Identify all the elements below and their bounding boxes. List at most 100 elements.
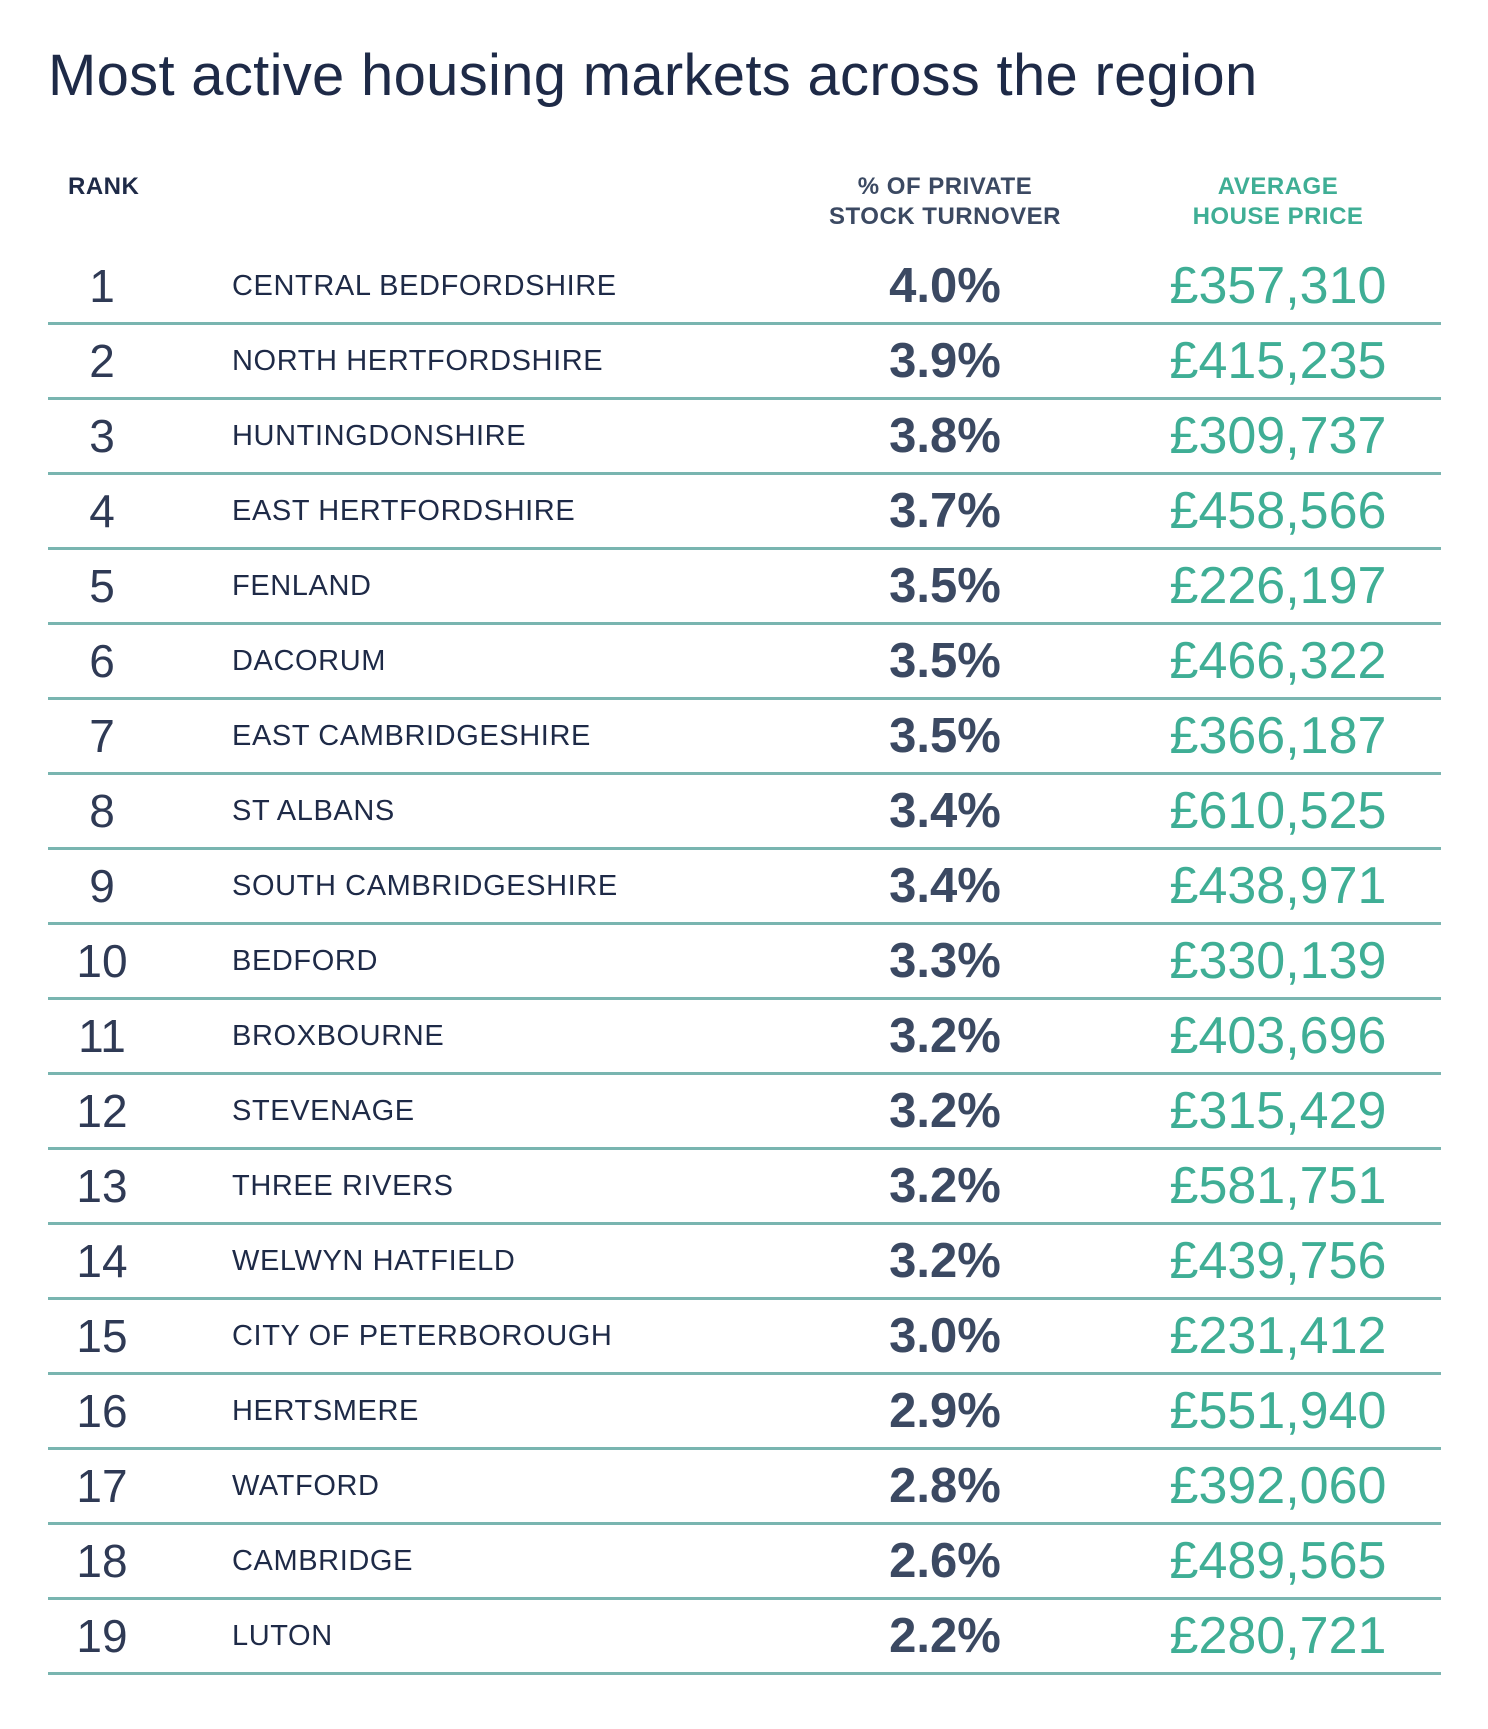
district-name-cell: CENTRAL BEDFORDSHIRE <box>232 270 617 302</box>
district-name-cell: BROXBOURNE <box>232 1020 445 1052</box>
turnover-cell: 2.8% <box>889 1459 1001 1513</box>
rank-cell: 2 <box>89 335 115 387</box>
district-name-cell: THREE RIVERS <box>232 1170 454 1202</box>
price-header-line-2: HOUSE PRICE <box>1192 203 1364 230</box>
table-row: 16 HERTSMERE 2.9% £551,940 <box>48 1375 1441 1450</box>
rank-cell: 1 <box>89 260 115 312</box>
table-row: 14 WELWYN HATFIELD 3.2% £439,756 <box>48 1225 1441 1300</box>
house-price-cell: £466,322 <box>1169 632 1387 690</box>
rank-cell: 19 <box>76 1610 128 1662</box>
rank-cell: 5 <box>89 560 115 612</box>
district-name-cell: CITY OF PETERBOROUGH <box>232 1320 613 1352</box>
rank-cell: 12 <box>76 1085 128 1137</box>
house-price-cell: £315,429 <box>1169 1082 1387 1140</box>
district-name-cell: WATFORD <box>232 1470 380 1502</box>
turnover-cell: 2.2% <box>889 1609 1001 1663</box>
district-name-cell: STEVENAGE <box>232 1095 415 1127</box>
turnover-cell: 2.9% <box>889 1384 1001 1438</box>
rank-cell: 7 <box>89 710 115 762</box>
turnover-cell: 3.2% <box>889 1159 1001 1213</box>
district-name-cell: LUTON <box>232 1620 333 1652</box>
table-row: 5 FENLAND 3.5% £226,197 <box>48 550 1441 625</box>
rank-cell: 9 <box>89 860 115 912</box>
rank-column-header: RANK <box>68 173 140 200</box>
housing-markets-table: 1 CENTRAL BEDFORDSHIRE 4.0% £357,310 2 NORTH … <box>48 250 1441 1675</box>
district-name-cell: BEDFORD <box>232 945 378 977</box>
house-price-cell: £438,971 <box>1169 857 1387 915</box>
table-row: 17 WATFORD 2.8% £392,060 <box>48 1450 1441 1525</box>
district-name-cell: HUNTINGDONSHIRE <box>232 420 527 452</box>
turnover-cell: 3.7% <box>889 484 1001 538</box>
table-row: 19 LUTON 2.2% £280,721 <box>48 1600 1441 1675</box>
district-name-cell: NORTH HERTFORDSHIRE <box>232 345 604 377</box>
house-price-cell: £366,187 <box>1169 707 1387 765</box>
house-price-cell: £392,060 <box>1169 1457 1387 1515</box>
house-price-cell: £551,940 <box>1169 1382 1387 1440</box>
turnover-cell: 3.8% <box>889 409 1001 463</box>
turnover-header-line-2: STOCK TURNOVER <box>829 203 1061 230</box>
page-title: Most active housing markets across the r… <box>48 43 1258 108</box>
table-row: 1 CENTRAL BEDFORDSHIRE 4.0% £357,310 <box>48 250 1441 325</box>
rank-cell: 17 <box>76 1460 128 1512</box>
district-name-cell: FENLAND <box>232 570 372 602</box>
rank-cell: 18 <box>76 1535 128 1587</box>
rank-cell: 11 <box>78 1010 126 1062</box>
price-column-header: AVERAGE HOUSE PRICE <box>1128 172 1428 232</box>
turnover-cell: 3.2% <box>889 1009 1001 1063</box>
rank-cell: 15 <box>76 1310 128 1362</box>
turnover-cell: 3.5% <box>889 634 1001 688</box>
turnover-cell: 3.5% <box>889 559 1001 613</box>
house-price-cell: £357,310 <box>1169 257 1387 315</box>
table-row: 7 EAST CAMBRIDGESHIRE 3.5% £366,187 <box>48 700 1441 775</box>
table-row: 9 SOUTH CAMBRIDGESHIRE 3.4% £438,971 <box>48 850 1441 925</box>
turnover-cell: 3.4% <box>889 784 1001 838</box>
district-name-cell: WELWYN HATFIELD <box>232 1245 516 1277</box>
house-price-cell: £226,197 <box>1169 557 1387 615</box>
turnover-header-line-1: % OF PRIVATE <box>857 173 1033 200</box>
rank-cell: 8 <box>89 785 115 837</box>
district-name-cell: SOUTH CAMBRIDGESHIRE <box>232 870 618 902</box>
house-price-cell: £280,721 <box>1169 1607 1387 1665</box>
turnover-cell: 3.4% <box>889 859 1001 913</box>
rank-cell: 4 <box>89 485 115 537</box>
table-row: 10 BEDFORD 3.3% £330,139 <box>48 925 1441 1000</box>
table-row: 2 NORTH HERTFORDSHIRE 3.9% £415,235 <box>48 325 1441 400</box>
table-row: 3 HUNTINGDONSHIRE 3.8% £309,737 <box>48 400 1441 475</box>
turnover-cell: 2.6% <box>889 1534 1001 1588</box>
house-price-cell: £458,566 <box>1169 482 1387 540</box>
house-price-cell: £415,235 <box>1169 332 1387 390</box>
rank-cell: 13 <box>76 1160 128 1212</box>
table-row: 18 CAMBRIDGE 2.6% £489,565 <box>48 1525 1441 1600</box>
district-name-cell: CAMBRIDGE <box>232 1545 414 1577</box>
rank-cell: 16 <box>76 1385 128 1437</box>
table-row: 8 ST ALBANS 3.4% £610,525 <box>48 775 1441 850</box>
house-price-cell: £231,412 <box>1169 1307 1387 1365</box>
turnover-cell: 3.9% <box>889 334 1001 388</box>
turnover-cell: 3.0% <box>889 1309 1001 1363</box>
rank-cell: 6 <box>89 635 115 687</box>
house-price-cell: £330,139 <box>1169 932 1387 990</box>
turnover-cell: 3.2% <box>889 1234 1001 1288</box>
turnover-column-header: % OF PRIVATE STOCK TURNOVER <box>780 172 1110 232</box>
district-name-cell: HERTSMERE <box>232 1395 419 1427</box>
turnover-cell: 4.0% <box>889 259 1001 313</box>
house-price-cell: £403,696 <box>1169 1007 1387 1065</box>
house-price-cell: £309,737 <box>1169 407 1387 465</box>
rank-cell: 10 <box>76 935 128 987</box>
table-row: 15 CITY OF PETERBOROUGH 3.0% £231,412 <box>48 1300 1441 1375</box>
table-row: 4 EAST HERTFORDSHIRE 3.7% £458,566 <box>48 475 1441 550</box>
turnover-cell: 3.3% <box>889 934 1001 988</box>
district-name-cell: DACORUM <box>232 645 387 677</box>
district-name-cell: EAST CAMBRIDGESHIRE <box>232 720 591 752</box>
turnover-cell: 3.5% <box>889 709 1001 763</box>
price-header-line-1: AVERAGE <box>1217 173 1339 200</box>
house-price-cell: £610,525 <box>1169 782 1387 840</box>
district-name-cell: ST ALBANS <box>232 795 395 827</box>
table-row: 13 THREE RIVERS 3.2% £581,751 <box>48 1150 1441 1225</box>
table-row: 11 BROXBOURNE 3.2% £403,696 <box>48 1000 1441 1075</box>
house-price-cell: £489,565 <box>1169 1532 1387 1590</box>
turnover-cell: 3.2% <box>889 1084 1001 1138</box>
house-price-cell: £439,756 <box>1169 1232 1387 1290</box>
rank-cell: 3 <box>89 410 115 462</box>
district-name-cell: EAST HERTFORDSHIRE <box>232 495 576 527</box>
